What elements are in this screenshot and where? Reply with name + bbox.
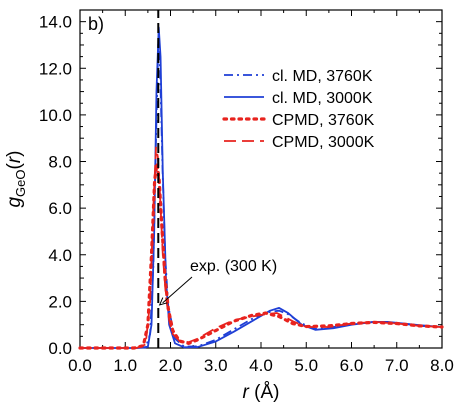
y-axis-title: gGeO(r) (4, 150, 28, 207)
x-tick-label: 8.0 (430, 356, 454, 375)
legend-label-3: CPMD, 3760K (272, 112, 375, 129)
panel-label: b) (88, 14, 104, 34)
series-line-2 (80, 26, 443, 349)
legend-label-4: CPMD, 3000K (272, 134, 375, 151)
series-line-3 (78, 162, 444, 350)
y-axis-title-close: ) (4, 150, 25, 156)
y-axis-title-arg: ( (4, 162, 25, 169)
annotation-arrow-head (158, 297, 168, 306)
annotation: exp. (300 K) (158, 258, 277, 306)
y-tick-label: 4.0 (48, 246, 72, 265)
y-tick-label: 14.0 (39, 13, 72, 32)
y-tick-label: 12.0 (39, 59, 72, 78)
legend-label-2: cl. MD, 3000K (272, 90, 373, 107)
y-tick-label: 8.0 (48, 153, 72, 172)
series-line-1 (80, 41, 443, 349)
plot-frame (79, 9, 443, 349)
x-axis-title-unit: (Å) (249, 382, 280, 403)
x-axis-title-symbol: r (243, 382, 250, 403)
x-tick-label: 2.0 (159, 356, 183, 375)
y-tick-label: 10.0 (39, 106, 72, 125)
y-axis-title-subscript: GeO (13, 169, 28, 196)
annotation-text: exp. (300 K) (190, 258, 277, 275)
series-line-4 (80, 146, 443, 349)
x-tick-label: 7.0 (385, 356, 409, 375)
x-tick-label: 4.0 (249, 356, 273, 375)
series-layer (78, 10, 444, 350)
x-tick-label: 3.0 (204, 356, 228, 375)
annotation-arrow-shaft (162, 276, 193, 304)
x-tick-label: 0.0 (68, 356, 92, 375)
y-tick-label: 2.0 (48, 292, 72, 311)
x-tick-label: 6.0 (340, 356, 364, 375)
axes: 0.0 1.0 2.0 3.0 4.0 5.0 6.0 7.0 8.0 0.0 2.0 4.0 6.0 8… (4, 9, 454, 403)
x-tick-label: 1.0 (113, 356, 137, 375)
y-tick-label: 0.0 (48, 339, 72, 358)
x-axis-title: r (Å) (243, 382, 280, 403)
y-tick-label: 6.0 (48, 199, 72, 218)
legend: cl. MD, 3760K cl. MD, 3000K CPMD, 3760K CPM… (222, 68, 375, 151)
legend-label-1: cl. MD, 3760K (272, 68, 373, 85)
x-tick-label: 5.0 (294, 356, 318, 375)
y-axis-title-var: r (4, 156, 25, 163)
y-axis-title-symbol: g (4, 197, 25, 208)
